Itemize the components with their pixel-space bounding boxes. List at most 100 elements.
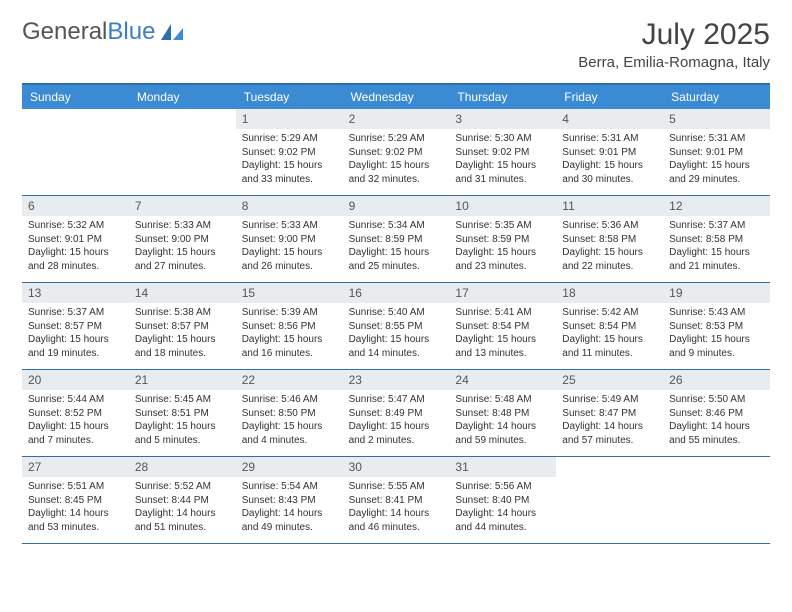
day-day1: Daylight: 15 hours <box>135 246 230 260</box>
day-content: Sunrise: 5:31 AMSunset: 9:01 PMDaylight:… <box>663 129 770 190</box>
day-sunset: Sunset: 9:01 PM <box>28 233 123 247</box>
day-content: Sunrise: 5:49 AMSunset: 8:47 PMDaylight:… <box>556 390 663 451</box>
logo-text-blue: Blue <box>107 18 155 46</box>
day-cell: 29Sunrise: 5:54 AMSunset: 8:43 PMDayligh… <box>236 457 343 543</box>
day-day2: and 44 minutes. <box>455 521 550 535</box>
day-day1: Daylight: 15 hours <box>349 420 444 434</box>
day-day1: Daylight: 15 hours <box>349 246 444 260</box>
empty-day-cell <box>556 457 663 543</box>
day-cell: 1Sunrise: 5:29 AMSunset: 9:02 PMDaylight… <box>236 109 343 195</box>
day-day2: and 19 minutes. <box>28 347 123 361</box>
day-day1: Daylight: 15 hours <box>455 159 550 173</box>
day-content: Sunrise: 5:29 AMSunset: 9:02 PMDaylight:… <box>343 129 450 190</box>
day-cell: 11Sunrise: 5:36 AMSunset: 8:58 PMDayligh… <box>556 196 663 282</box>
day-day2: and 27 minutes. <box>135 260 230 274</box>
day-content: Sunrise: 5:46 AMSunset: 8:50 PMDaylight:… <box>236 390 343 451</box>
day-sunset: Sunset: 8:59 PM <box>455 233 550 247</box>
day-number: 5 <box>663 109 770 129</box>
day-number: 30 <box>343 457 450 477</box>
weekday-header: Thursday <box>449 85 556 109</box>
day-content: Sunrise: 5:52 AMSunset: 8:44 PMDaylight:… <box>129 477 236 538</box>
day-day1: Daylight: 15 hours <box>349 159 444 173</box>
day-number: 25 <box>556 370 663 390</box>
day-day1: Daylight: 15 hours <box>28 333 123 347</box>
day-number: 28 <box>129 457 236 477</box>
day-sunrise: Sunrise: 5:33 AM <box>135 219 230 233</box>
week-row: 1Sunrise: 5:29 AMSunset: 9:02 PMDaylight… <box>22 109 770 196</box>
location: Berra, Emilia-Romagna, Italy <box>578 54 770 71</box>
day-content: Sunrise: 5:37 AMSunset: 8:57 PMDaylight:… <box>22 303 129 364</box>
day-cell: 19Sunrise: 5:43 AMSunset: 8:53 PMDayligh… <box>663 283 770 369</box>
day-day1: Daylight: 14 hours <box>562 420 657 434</box>
day-day2: and 18 minutes. <box>135 347 230 361</box>
day-sunrise: Sunrise: 5:29 AM <box>349 132 444 146</box>
day-sunset: Sunset: 9:02 PM <box>242 146 337 160</box>
day-cell: 25Sunrise: 5:49 AMSunset: 8:47 PMDayligh… <box>556 370 663 456</box>
day-content: Sunrise: 5:50 AMSunset: 8:46 PMDaylight:… <box>663 390 770 451</box>
day-number: 29 <box>236 457 343 477</box>
day-sunrise: Sunrise: 5:29 AM <box>242 132 337 146</box>
month-title: July 2025 <box>578 18 770 52</box>
day-sunrise: Sunrise: 5:56 AM <box>455 480 550 494</box>
week-row: 20Sunrise: 5:44 AMSunset: 8:52 PMDayligh… <box>22 370 770 457</box>
day-number: 3 <box>449 109 556 129</box>
day-day2: and 59 minutes. <box>455 434 550 448</box>
day-cell: 23Sunrise: 5:47 AMSunset: 8:49 PMDayligh… <box>343 370 450 456</box>
day-sunrise: Sunrise: 5:35 AM <box>455 219 550 233</box>
day-sunset: Sunset: 8:54 PM <box>562 320 657 334</box>
day-number: 7 <box>129 196 236 216</box>
day-content: Sunrise: 5:47 AMSunset: 8:49 PMDaylight:… <box>343 390 450 451</box>
day-day1: Daylight: 15 hours <box>28 246 123 260</box>
day-day2: and 57 minutes. <box>562 434 657 448</box>
day-cell: 16Sunrise: 5:40 AMSunset: 8:55 PMDayligh… <box>343 283 450 369</box>
day-content: Sunrise: 5:42 AMSunset: 8:54 PMDaylight:… <box>556 303 663 364</box>
day-number: 19 <box>663 283 770 303</box>
day-day2: and 32 minutes. <box>349 173 444 187</box>
day-cell: 21Sunrise: 5:45 AMSunset: 8:51 PMDayligh… <box>129 370 236 456</box>
day-sunset: Sunset: 8:48 PM <box>455 407 550 421</box>
day-day2: and 2 minutes. <box>349 434 444 448</box>
day-cell: 2Sunrise: 5:29 AMSunset: 9:02 PMDaylight… <box>343 109 450 195</box>
day-day2: and 22 minutes. <box>562 260 657 274</box>
logo-text-general: General <box>22 18 107 46</box>
day-sunset: Sunset: 8:41 PM <box>349 494 444 508</box>
day-number: 26 <box>663 370 770 390</box>
day-day1: Daylight: 14 hours <box>455 507 550 521</box>
day-day2: and 55 minutes. <box>669 434 764 448</box>
day-cell: 27Sunrise: 5:51 AMSunset: 8:45 PMDayligh… <box>22 457 129 543</box>
weekday-header: Monday <box>129 85 236 109</box>
day-cell: 13Sunrise: 5:37 AMSunset: 8:57 PMDayligh… <box>22 283 129 369</box>
day-day1: Daylight: 15 hours <box>562 333 657 347</box>
day-content: Sunrise: 5:55 AMSunset: 8:41 PMDaylight:… <box>343 477 450 538</box>
day-day2: and 21 minutes. <box>669 260 764 274</box>
day-sunset: Sunset: 8:57 PM <box>28 320 123 334</box>
day-content: Sunrise: 5:29 AMSunset: 9:02 PMDaylight:… <box>236 129 343 190</box>
day-day1: Daylight: 15 hours <box>242 333 337 347</box>
weeks-container: 1Sunrise: 5:29 AMSunset: 9:02 PMDaylight… <box>22 109 770 544</box>
day-content: Sunrise: 5:33 AMSunset: 9:00 PMDaylight:… <box>236 216 343 277</box>
day-cell: 30Sunrise: 5:55 AMSunset: 8:41 PMDayligh… <box>343 457 450 543</box>
day-day1: Daylight: 15 hours <box>28 420 123 434</box>
weekday-header: Wednesday <box>343 85 450 109</box>
day-day2: and 11 minutes. <box>562 347 657 361</box>
day-number: 14 <box>129 283 236 303</box>
day-sunset: Sunset: 9:00 PM <box>242 233 337 247</box>
day-sunrise: Sunrise: 5:55 AM <box>349 480 444 494</box>
day-content: Sunrise: 5:30 AMSunset: 9:02 PMDaylight:… <box>449 129 556 190</box>
day-sunrise: Sunrise: 5:37 AM <box>28 306 123 320</box>
day-sunrise: Sunrise: 5:32 AM <box>28 219 123 233</box>
day-number: 4 <box>556 109 663 129</box>
day-day2: and 7 minutes. <box>28 434 123 448</box>
day-cell: 12Sunrise: 5:37 AMSunset: 8:58 PMDayligh… <box>663 196 770 282</box>
day-cell: 31Sunrise: 5:56 AMSunset: 8:40 PMDayligh… <box>449 457 556 543</box>
day-sunrise: Sunrise: 5:48 AM <box>455 393 550 407</box>
day-day2: and 13 minutes. <box>455 347 550 361</box>
day-day1: Daylight: 15 hours <box>349 333 444 347</box>
day-number: 17 <box>449 283 556 303</box>
day-sunrise: Sunrise: 5:47 AM <box>349 393 444 407</box>
day-number: 9 <box>343 196 450 216</box>
day-cell: 14Sunrise: 5:38 AMSunset: 8:57 PMDayligh… <box>129 283 236 369</box>
day-sunset: Sunset: 8:56 PM <box>242 320 337 334</box>
day-sunrise: Sunrise: 5:30 AM <box>455 132 550 146</box>
day-sunrise: Sunrise: 5:41 AM <box>455 306 550 320</box>
